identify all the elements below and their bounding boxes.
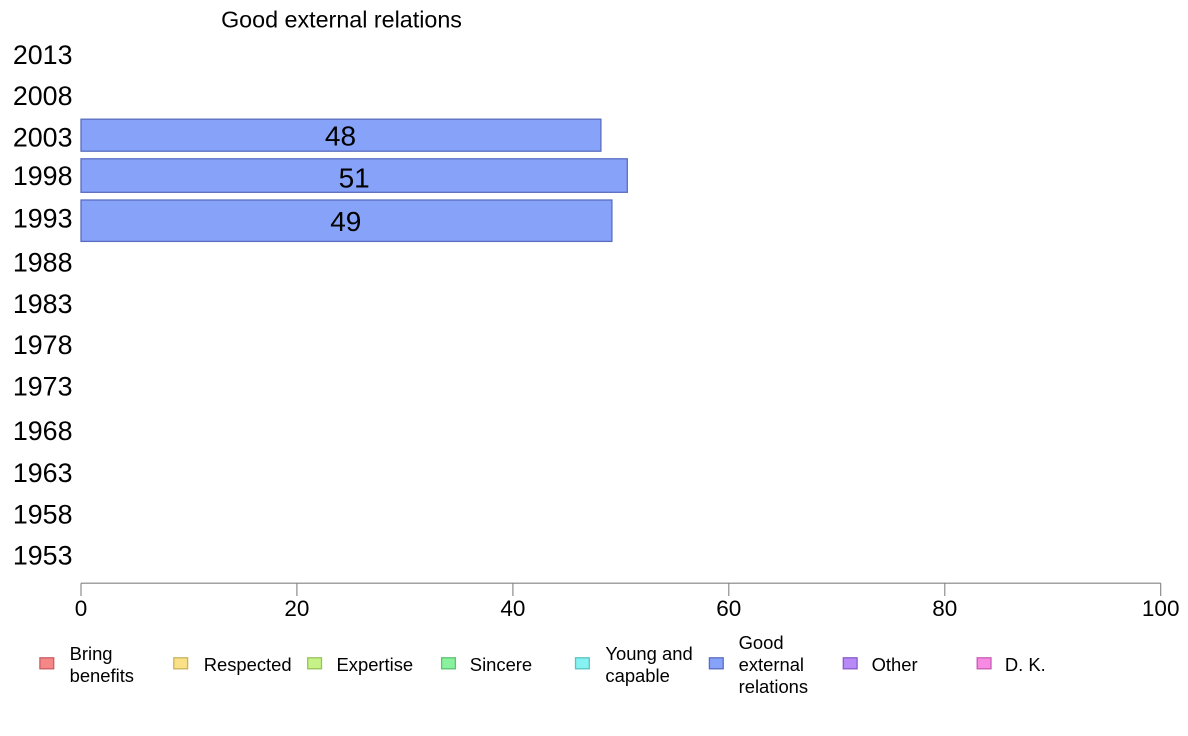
svg-text:2008: 2008 — [13, 81, 73, 111]
svg-text:1978: 1978 — [13, 330, 73, 360]
svg-text:external: external — [739, 654, 804, 675]
svg-text:1983: 1983 — [13, 289, 73, 319]
svg-text:0: 0 — [75, 596, 88, 621]
svg-text:Respected: Respected — [204, 654, 292, 675]
svg-text:1953: 1953 — [13, 541, 73, 571]
svg-text:1998: 1998 — [13, 161, 73, 191]
svg-text:48: 48 — [325, 121, 356, 152]
svg-text:40: 40 — [500, 596, 525, 621]
svg-text:1968: 1968 — [13, 416, 73, 446]
svg-text:Bring: Bring — [70, 643, 113, 664]
svg-text:20: 20 — [284, 596, 309, 621]
svg-text:Good external relations: Good external relations — [221, 7, 462, 33]
svg-text:relations: relations — [739, 676, 809, 697]
svg-text:1958: 1958 — [13, 499, 73, 529]
svg-text:capable: capable — [605, 665, 669, 686]
svg-text:80: 80 — [932, 596, 957, 621]
svg-text:D. K.: D. K. — [1005, 654, 1046, 675]
svg-text:Sincere: Sincere — [470, 654, 532, 675]
svg-text:Good: Good — [739, 632, 784, 653]
svg-text:Expertise: Expertise — [337, 654, 414, 675]
svg-text:Other: Other — [872, 654, 918, 675]
svg-text:60: 60 — [716, 596, 741, 621]
svg-text:1988: 1988 — [13, 247, 73, 277]
svg-text:2003: 2003 — [13, 123, 73, 153]
svg-text:1973: 1973 — [13, 372, 73, 402]
svg-text:2013: 2013 — [13, 40, 73, 70]
svg-text:100: 100 — [1142, 596, 1180, 621]
svg-text:51: 51 — [339, 162, 370, 193]
svg-text:1993: 1993 — [13, 204, 73, 234]
svg-text:Young and: Young and — [605, 643, 692, 664]
svg-text:1963: 1963 — [13, 458, 73, 488]
svg-text:49: 49 — [330, 206, 361, 237]
svg-text:benefits: benefits — [70, 665, 134, 686]
